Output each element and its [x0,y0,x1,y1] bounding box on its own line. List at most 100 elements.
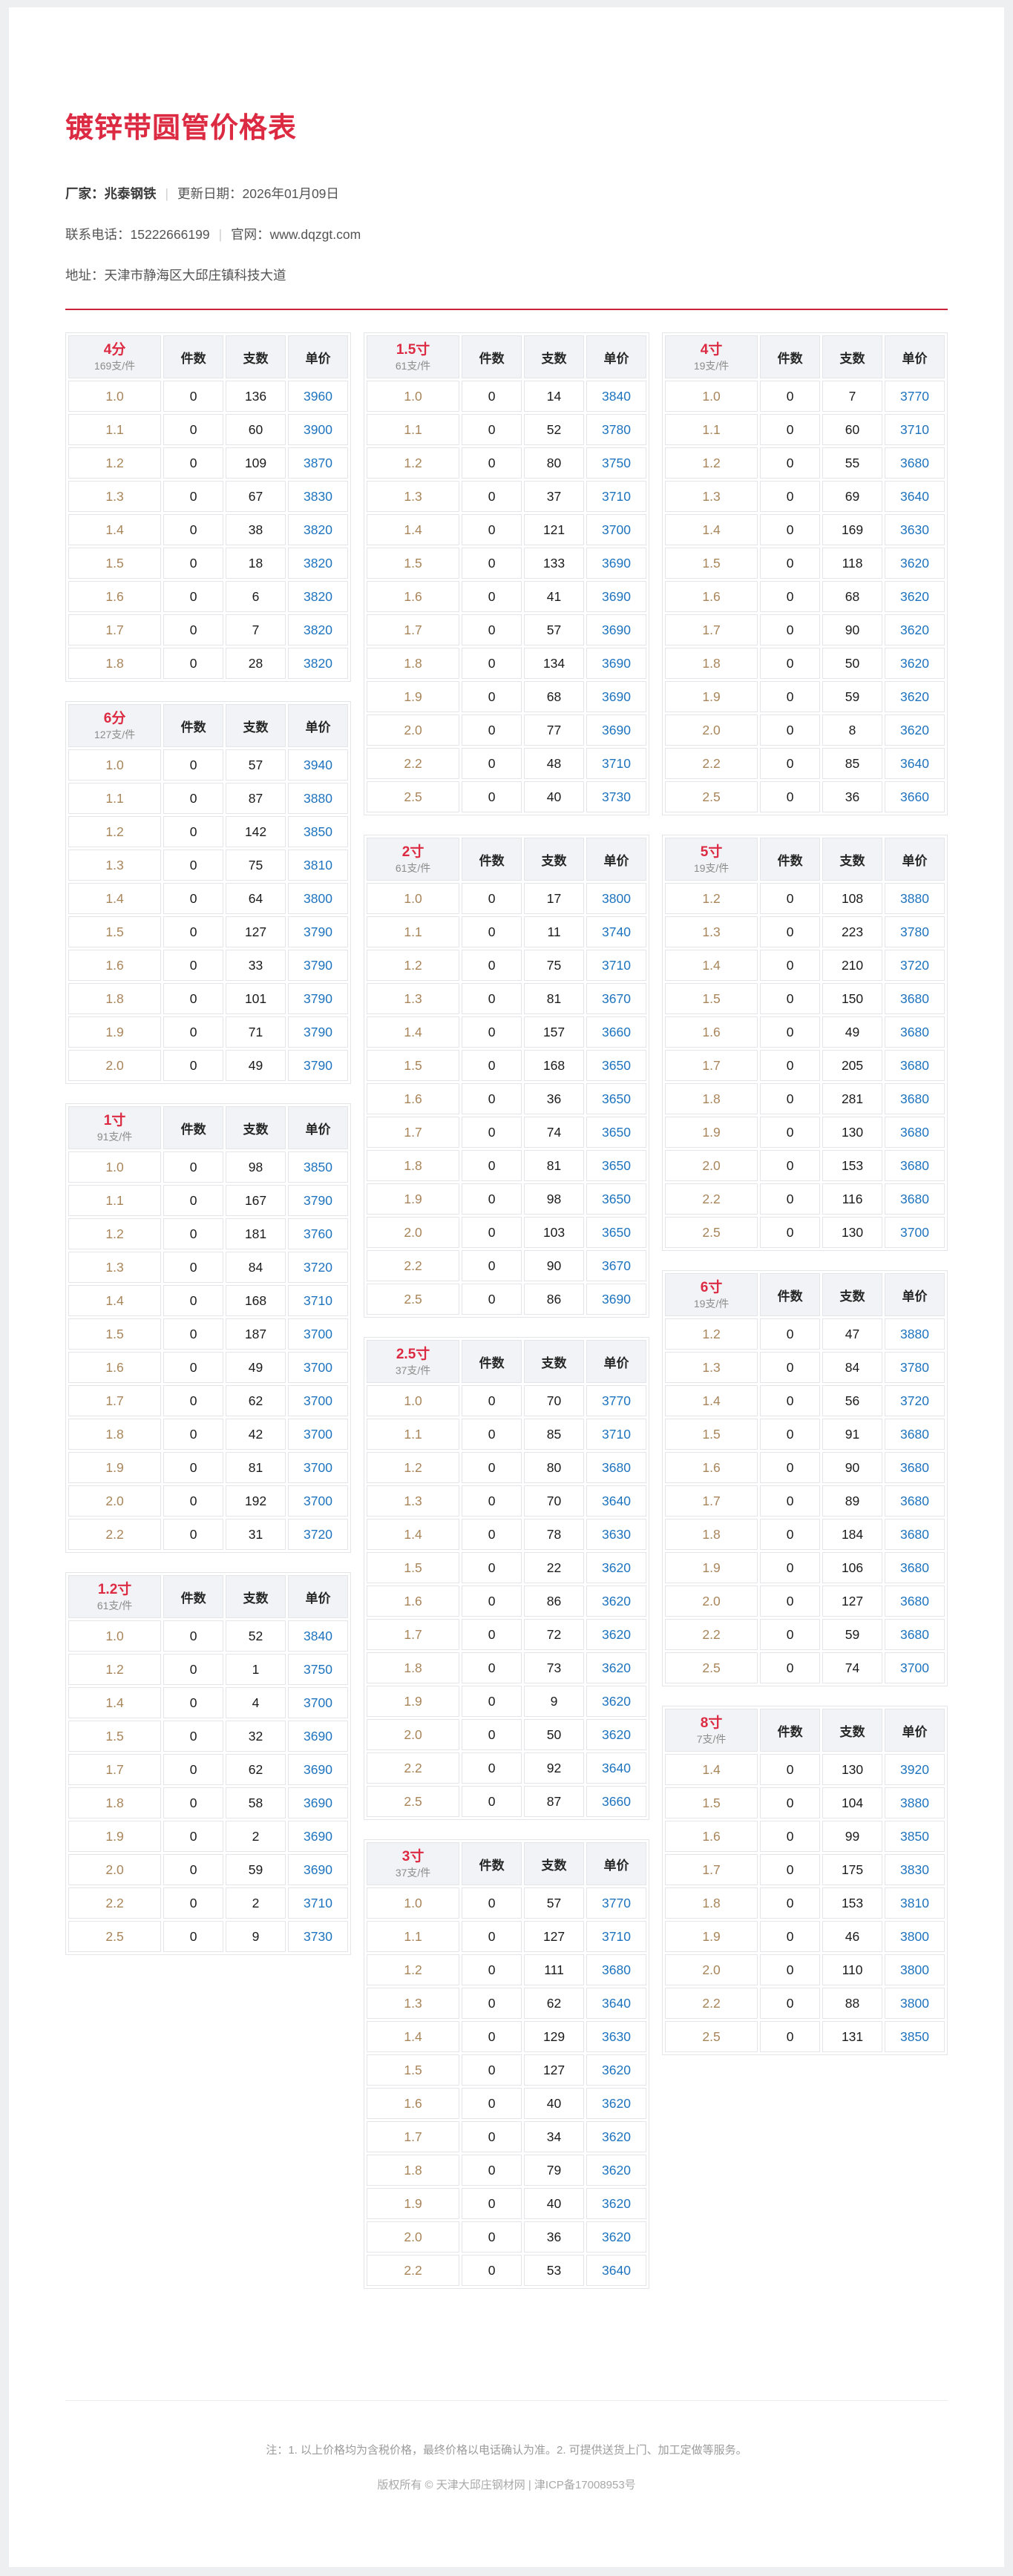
price-cell: 3710 [586,950,646,981]
table-row: 1.6 0 99 3850 [665,1821,945,1852]
count-cell: 223 [822,916,883,947]
table-row: 1.7 0 57 3690 [367,614,646,645]
size-cell: 1.8 [367,2155,460,2186]
count-cell: 53 [524,2255,585,2286]
qty-cell: 0 [462,1652,522,1683]
table-row: 1.5 0 91 3680 [665,1419,945,1450]
table-row: 2.2 0 59 3680 [665,1619,945,1650]
qty-cell: 0 [760,1117,821,1148]
table-row: 2.2 0 92 3640 [367,1752,646,1784]
size-cell: 1.6 [665,1016,758,1048]
price-cell: 3620 [586,1586,646,1617]
table-row: 1.4 0 64 3800 [68,883,348,914]
updated-label: 更新日期： [177,186,243,201]
qty-cell: 0 [163,883,224,914]
table-row: 1.5 0 127 3790 [68,916,348,947]
qty-cell: 0 [163,1887,224,1919]
table-row: 2.0 0 153 3680 [665,1150,945,1181]
count-cell: 36 [524,1083,585,1114]
size-cell: 1.7 [68,614,162,645]
qty-cell: 0 [760,1787,821,1818]
qty-cell: 0 [163,581,224,612]
count-cell: 78 [524,1519,585,1550]
table-row: 1.6 0 41 3690 [367,581,646,612]
size-cell: 1.5 [665,548,758,579]
size-cell: 1.4 [68,1687,162,1718]
table-row: 1.7 0 62 3700 [68,1385,348,1416]
qty-cell: 0 [760,1083,821,1114]
qty-cell: 0 [760,1519,821,1550]
price-cell: 3700 [885,1217,945,1248]
table-header-row: 6分 127支/件 件数 支数 单价 [68,704,348,747]
count-cell: 168 [524,1050,585,1081]
price-cell: 3700 [288,1419,348,1450]
table-row: 1.2 0 108 3880 [665,883,945,914]
qty-cell: 0 [462,2155,522,2186]
table-header-row: 6寸 19支/件 件数 支数 单价 [665,1273,945,1316]
qty-cell: 0 [760,548,821,579]
col-header-qty: 件数 [760,1709,821,1752]
price-cell: 3690 [586,1284,646,1315]
col-header-qty: 件数 [760,838,821,881]
count-cell: 1 [226,1654,286,1685]
qty-cell: 0 [760,414,821,445]
count-cell: 47 [822,1318,883,1350]
table-header-row: 4分 169支/件 件数 支数 单价 [68,335,348,378]
table-row: 2.5 0 74 3700 [665,1652,945,1683]
table-row: 1.4 0 78 3630 [367,1519,646,1550]
price-cell: 3700 [288,1352,348,1383]
price-cell: 3620 [586,1619,646,1650]
price-cell: 3690 [586,548,646,579]
price-cell: 3680 [586,1954,646,1985]
price-table: 6寸 19支/件 件数 支数 单价 1.2 0 47 3880 1.3 0 84 3780 1.4 0 56 3… [662,1270,948,1686]
qty-cell: 0 [462,1419,522,1450]
price-cell: 3730 [288,1921,348,1952]
size-cell: 1.4 [367,514,460,545]
size-label: 1寸 [103,1112,126,1128]
count-cell: 167 [226,1185,286,1216]
size-cell: 1.2 [665,1318,758,1350]
size-cell: 1.8 [68,983,162,1014]
separator: | [218,227,223,242]
count-cell: 130 [822,1754,883,1785]
qty-cell: 0 [760,1552,821,1583]
size-cell: 1.2 [367,1954,460,1985]
size-cell: 1.4 [665,1385,758,1416]
table-row: 1.4 0 56 3720 [665,1385,945,1416]
price-cell: 3620 [586,1719,646,1750]
size-cell: 1.3 [68,1252,162,1283]
table-column-2: 1.5寸 61支/件 件数 支数 单价 1.0 0 14 3840 1.1 0 52 3780 1.2 0 8… [364,332,649,2289]
size-cell: 1.0 [367,1385,460,1416]
count-cell: 85 [822,748,883,779]
count-cell: 90 [822,1452,883,1483]
table-row: 1.6 0 36 3650 [367,1083,646,1114]
table-row: 1.5 0 18 3820 [68,548,348,579]
qty-cell: 0 [462,1519,522,1550]
size-cell: 1.6 [68,950,162,981]
table-row: 1.6 0 49 3700 [68,1352,348,1383]
count-cell: 36 [524,2221,585,2253]
col-header-price: 单价 [586,838,646,881]
price-cell: 3810 [288,850,348,881]
qty-cell: 0 [462,514,522,545]
size-cell: 1.7 [68,1754,162,1785]
size-cell: 1.8 [68,1787,162,1818]
size-cell: 1.8 [665,1887,758,1919]
qty-cell: 0 [462,1016,522,1048]
count-cell: 2 [226,1887,286,1919]
table-row: 2.5 0 87 3660 [367,1786,646,1817]
size-header: 1.5寸 61支/件 [367,335,460,378]
table-row: 1.6 0 40 3620 [367,2088,646,2119]
price-cell: 3620 [885,614,945,645]
price-cell: 3620 [885,548,945,579]
table-row: 1.5 0 168 3650 [367,1050,646,1081]
col-header-count: 支数 [226,1106,286,1149]
table-row: 1.9 0 46 3800 [665,1921,945,1952]
table-row: 1.3 0 223 3780 [665,916,945,947]
price-cell: 3820 [288,581,348,612]
count-cell: 98 [226,1151,286,1183]
price-cell: 3720 [885,950,945,981]
price-cell: 3880 [885,1318,945,1350]
qty-cell: 0 [163,1452,224,1483]
qty-cell: 0 [163,850,224,881]
